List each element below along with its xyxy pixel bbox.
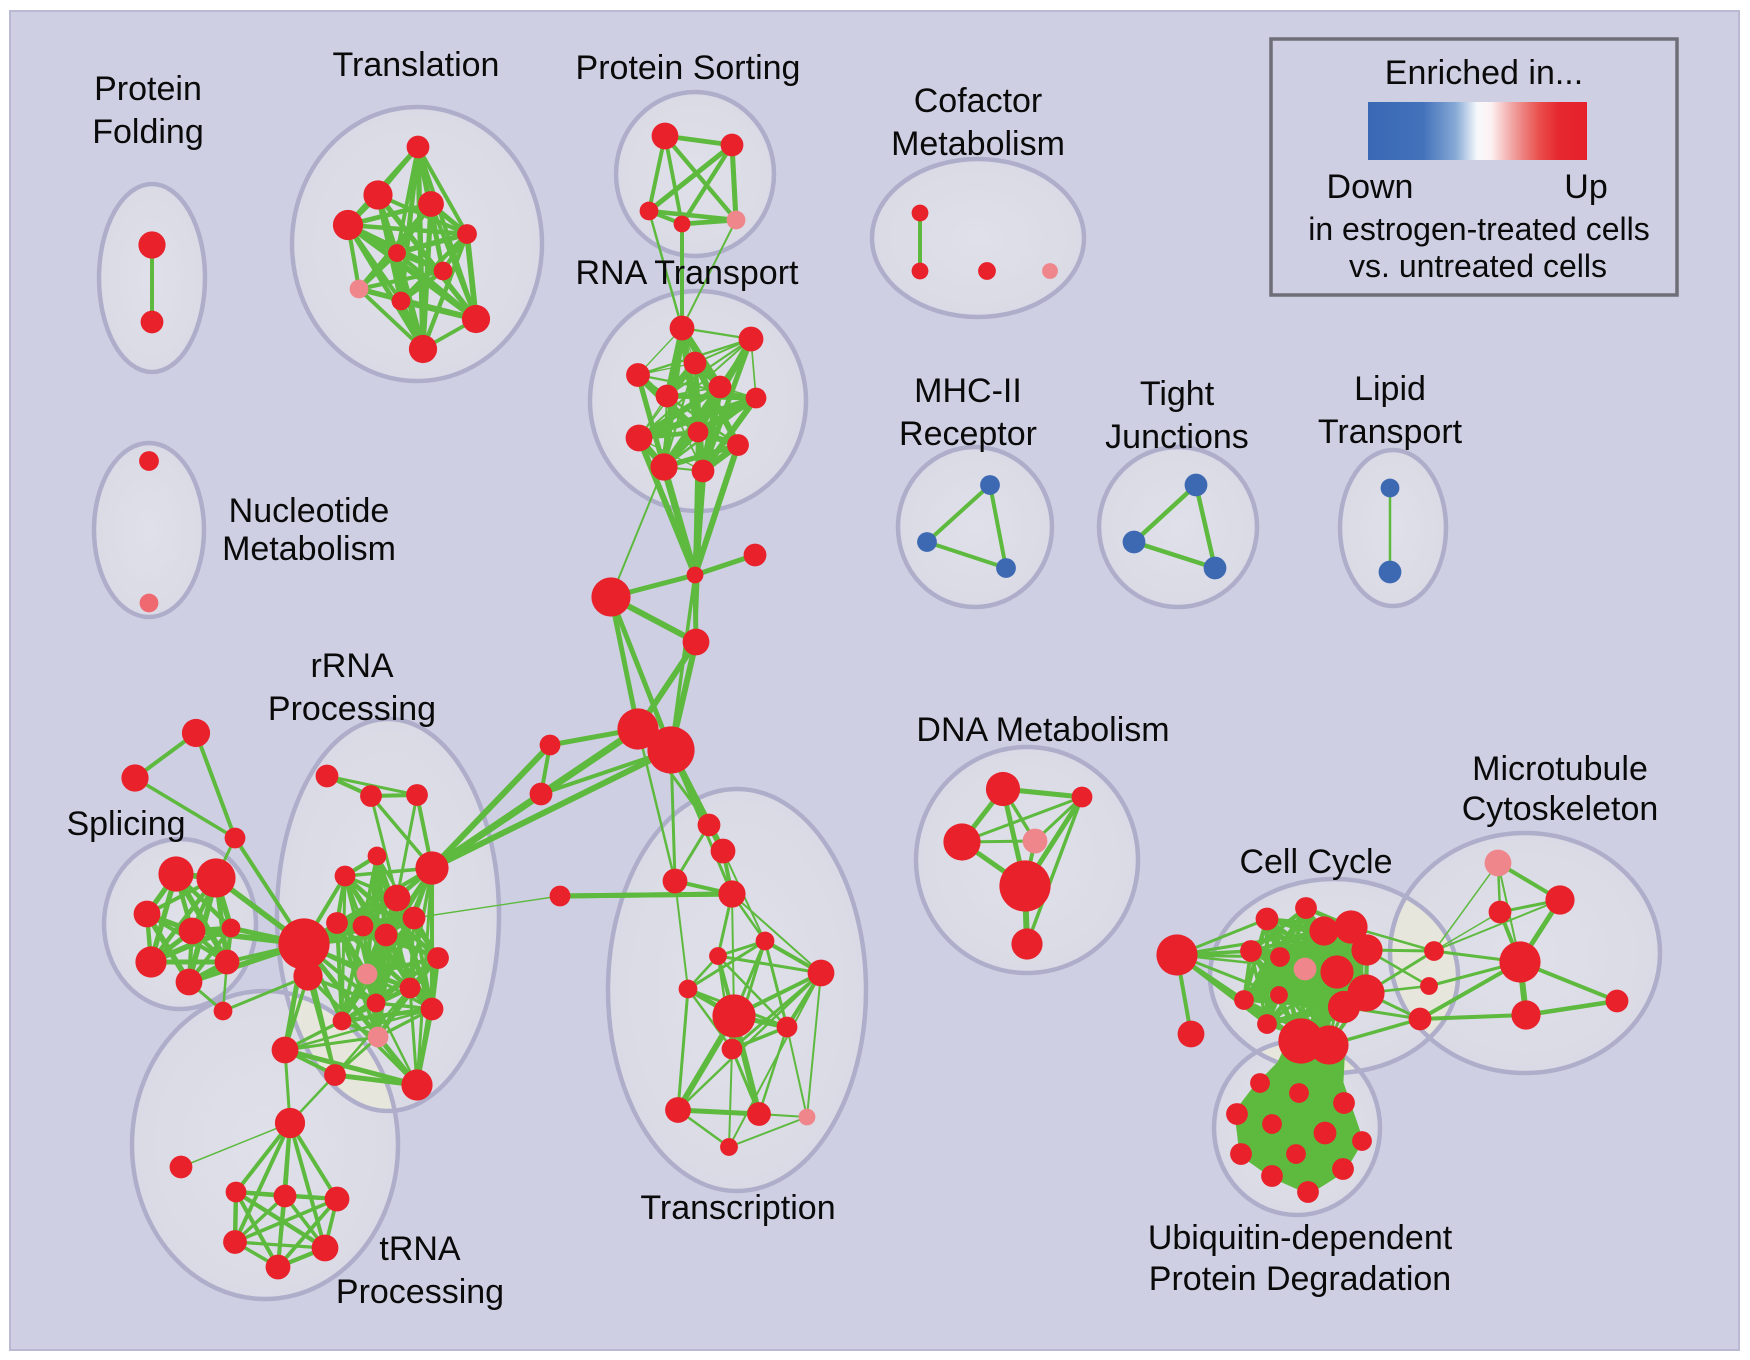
svg-text:RNA Transport: RNA Transport: [576, 254, 800, 292]
svg-text:Nucleotide: Nucleotide: [229, 492, 390, 530]
svg-text:Protein Degradation: Protein Degradation: [1149, 1260, 1451, 1298]
svg-text:Microtubule: Microtubule: [1472, 750, 1648, 788]
svg-text:DNA Metabolism: DNA Metabolism: [916, 711, 1169, 749]
svg-text:Ubiquitin-dependent: Ubiquitin-dependent: [1148, 1219, 1453, 1257]
svg-text:Up: Up: [1564, 168, 1607, 206]
svg-text:MHC-II: MHC-II: [914, 372, 1022, 410]
svg-text:vs. untreated cells: vs. untreated cells: [1349, 248, 1607, 284]
svg-text:Transcription: Transcription: [640, 1189, 835, 1227]
svg-text:Translation: Translation: [333, 46, 500, 84]
svg-text:Protein: Protein: [94, 70, 202, 108]
svg-text:Tight: Tight: [1140, 375, 1215, 413]
svg-text:Enriched in...: Enriched in...: [1385, 54, 1583, 92]
svg-text:Down: Down: [1327, 168, 1414, 206]
svg-text:Processing: Processing: [268, 690, 436, 728]
svg-text:Splicing: Splicing: [66, 805, 185, 843]
svg-text:Protein Sorting: Protein Sorting: [576, 49, 801, 87]
svg-text:in estrogen-treated cells: in estrogen-treated cells: [1308, 211, 1650, 247]
svg-text:Processing: Processing: [336, 1273, 504, 1311]
svg-text:rRNA: rRNA: [310, 647, 393, 685]
svg-text:Cell Cycle: Cell Cycle: [1239, 843, 1392, 881]
svg-text:Metabolism: Metabolism: [222, 530, 396, 568]
svg-text:tRNA: tRNA: [379, 1230, 461, 1268]
svg-text:Cytoskeleton: Cytoskeleton: [1462, 790, 1659, 828]
svg-text:Lipid: Lipid: [1354, 370, 1426, 408]
svg-text:Metabolism: Metabolism: [891, 125, 1065, 163]
svg-text:Junctions: Junctions: [1105, 418, 1249, 456]
svg-text:Cofactor: Cofactor: [914, 82, 1043, 120]
svg-text:Folding: Folding: [92, 113, 204, 151]
svg-text:Transport: Transport: [1318, 413, 1463, 451]
svg-text:Receptor: Receptor: [899, 415, 1037, 453]
